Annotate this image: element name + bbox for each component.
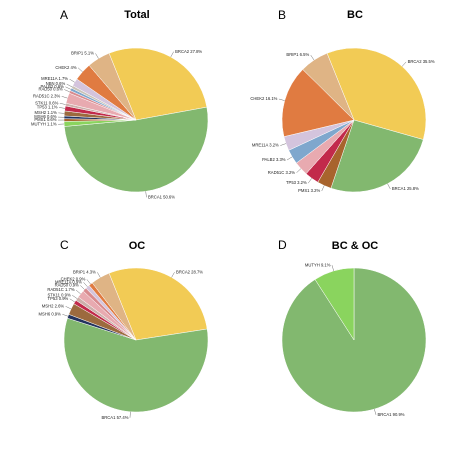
leader-line-c-msh2 <box>65 306 72 310</box>
leader-line-a-mre11a <box>69 78 75 83</box>
slice-label-a-nbn: NBN 0.6% <box>46 81 66 86</box>
slice-label-d-mutyh: MUTYH 9.1% <box>305 262 331 267</box>
slice-label-a-brca2: BRCA2 27.8% <box>175 49 202 54</box>
slice-label-b-rad51c: RAD51C 3.2% <box>268 170 296 175</box>
pie-slice-a-brca1 <box>64 106 209 193</box>
leader-line-b-brca2 <box>401 61 407 67</box>
slice-label-c-msh2: MSH2 2.6% <box>42 303 65 308</box>
leader-line-d-mutyh <box>331 265 334 271</box>
slice-label-c-brca1: BRCA1 57.4% <box>101 415 128 420</box>
slice-label-d-brca1: BRCA1 90.9% <box>378 412 405 417</box>
pie-panel-b: B BC BRCA2 35.5% BRCA1 25.8% PMS1 3.2% TP53 3… <box>250 8 434 193</box>
pie-panel-a: A Total BRCA2 27.8% BRCA1 50.6% MUTYH 1.1%PM… <box>31 8 209 199</box>
leader-line-b-chek2 <box>278 98 285 101</box>
pie-title-b: BC <box>347 9 363 21</box>
pie-slice-b-chek2 <box>281 69 355 137</box>
slice-label-a-brip1: BRIP1 5.1% <box>71 50 94 55</box>
slice-label-c-msh6: MSH6 0.9% <box>39 311 62 316</box>
leader-line-a-chek2 <box>77 67 83 72</box>
slice-label-a-palb2: PALB2 0.6% <box>40 84 64 89</box>
leader-line-c-stk11 <box>72 295 78 299</box>
slice-label-c-brca2: BRCA2 28.7% <box>176 269 203 274</box>
slice-label-b-tp53: TP53 3.2% <box>286 180 307 185</box>
pie-slice-b-brca1 <box>330 119 424 193</box>
slice-label-c-rad51c: RAD51C 1.7% <box>47 287 75 292</box>
pie-slice-c-brca2 <box>108 267 208 341</box>
pie-slice-d-mutyh <box>314 267 355 341</box>
panel-letter-b: B <box>278 8 286 22</box>
leader-line-c-brca2 <box>171 272 175 278</box>
leader-line-c-chek2 <box>86 279 91 285</box>
slice-label-b-brca2: BRCA2 35.5% <box>408 59 435 64</box>
slice-label-a-rad50: RAD50 0.6% <box>38 87 62 92</box>
leader-line-a-rad51c <box>61 96 68 99</box>
pie-title-d: BC & OC <box>332 240 379 252</box>
pie-panel-d: D BC & OC BRCA1 90.9% MUTYH 9.1% <box>278 238 427 417</box>
slice-label-b-palb2: PALB2 3.3% <box>262 157 286 162</box>
panel-letter-a: A <box>60 8 68 22</box>
slice-label-c-mre11a: MRE11A 0.9% <box>55 279 82 284</box>
slice-label-b-chek2: CHEK2 16.1% <box>250 96 277 101</box>
leader-line-a-nbn <box>66 83 73 88</box>
pie-slice-b-brca2 <box>326 47 427 140</box>
leader-line-b-tp53 <box>308 178 312 184</box>
slice-label-a-mutyh: MUTYH 1.1% <box>31 121 57 126</box>
pie-panel-c: C OC BRCA2 28.7% BRCA1 57.4% MSH6 0.9% MSH2 2… <box>39 238 209 420</box>
slice-label-b-mre11a: MRE11A 3.2% <box>252 143 279 148</box>
leader-line-b-rad51c <box>296 168 302 173</box>
leader-line-c-msh6 <box>62 314 69 317</box>
slice-label-a-msh2: MSH2 1.1% <box>34 110 57 115</box>
pie-title-a: Total <box>124 9 149 21</box>
leader-line-a-rad50 <box>64 89 70 93</box>
slice-label-c-chek2: CHEK2 0.9% <box>61 277 86 282</box>
panel-letter-c: C <box>60 238 69 252</box>
slice-label-a-brca1: BRCA1 50.6% <box>148 194 175 199</box>
leader-line-b-brca1 <box>387 183 391 190</box>
leader-line-b-palb2 <box>286 156 293 161</box>
slice-label-b-brca1: BRCA1 25.8% <box>392 186 419 191</box>
leader-line-a-stk11 <box>59 103 66 105</box>
slice-label-c-tp53: TP53 0.9% <box>48 296 69 301</box>
pie-title-c: OC <box>129 240 146 252</box>
pie-slice-a-brca2 <box>108 47 208 121</box>
slice-label-a-chek2: CHEK2 4% <box>55 65 76 70</box>
leader-line-c-rad51c <box>75 289 81 295</box>
leader-line-b-brip1 <box>310 55 315 61</box>
slice-label-a-rad51c: RAD51C 2.3% <box>33 93 61 98</box>
slice-label-c-brip1: BRIP1 4.3% <box>73 269 96 274</box>
panel-letter-d: D <box>278 238 287 252</box>
pie-slice-b-brip1 <box>302 52 355 121</box>
leader-line-a-brip1 <box>95 53 99 59</box>
leader-line-a-brca1 <box>145 191 147 198</box>
slice-label-a-pms1: PMS1 0.6% <box>34 117 56 122</box>
leader-line-b-pms1 <box>321 185 325 192</box>
slice-label-a-msh6: MSH6 0.6% <box>34 114 57 119</box>
slice-label-a-mre11a: MRE11A 1.7% <box>41 76 68 81</box>
slice-label-a-stk11: STK11 0.6% <box>35 100 58 105</box>
leader-line-b-mre11a <box>280 143 287 146</box>
leader-line-a-msh2 <box>58 112 65 114</box>
leader-line-c-rad50 <box>80 285 85 290</box>
slice-label-c-rad50: RAD50 0.9% <box>55 282 79 287</box>
slice-label-a-tp53: TP53 1.1% <box>37 105 58 110</box>
leader-line-c-brip1 <box>97 272 101 278</box>
leader-line-a-tp53 <box>58 107 65 109</box>
leader-line-a-brca2 <box>170 51 174 58</box>
leader-line-d-brca1 <box>374 409 377 415</box>
slice-label-b-pms1: PMS1 3.2% <box>298 188 320 193</box>
leader-line-c-mre11a <box>83 282 88 287</box>
leader-line-a-palb2 <box>65 86 71 90</box>
pie-slice-c-brca1 <box>63 317 209 413</box>
slice-label-b-brip1: BRIP1 6.5% <box>286 52 309 57</box>
leader-line-c-tp53 <box>69 298 75 303</box>
slice-label-c-stk11: STK11 0.9% <box>47 292 70 297</box>
